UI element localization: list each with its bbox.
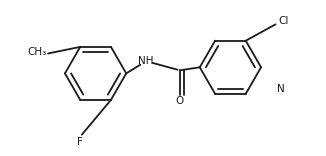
- Text: F: F: [77, 137, 83, 147]
- Text: O: O: [176, 96, 184, 106]
- Text: Cl: Cl: [279, 16, 289, 26]
- Text: NH: NH: [139, 56, 154, 66]
- Text: CH₃: CH₃: [28, 47, 47, 57]
- Text: N: N: [277, 84, 285, 94]
